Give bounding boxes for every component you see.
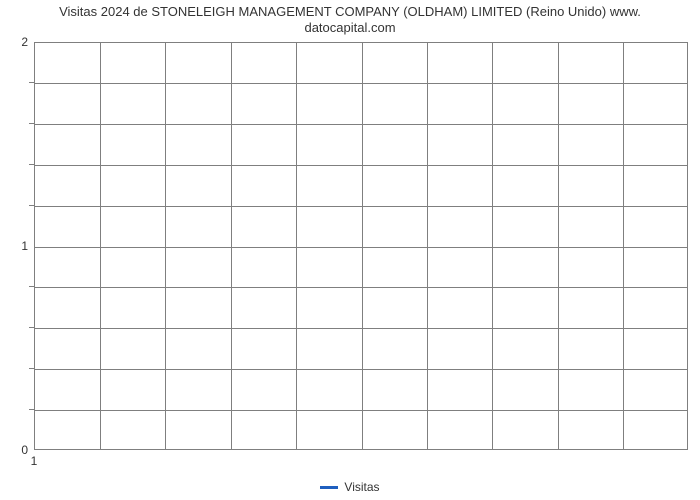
gridline-v [492,43,493,449]
y-axis: 012 [0,42,34,450]
legend-swatch [320,486,338,489]
gridline-v [623,43,624,449]
chart-area: 012 [0,42,688,450]
gridline-v [296,43,297,449]
gridline-v [231,43,232,449]
y-tick-label: 1 [21,239,28,253]
chart-title: Visitas 2024 de STONELEIGH MANAGEMENT CO… [0,4,700,37]
gridline-v [100,43,101,449]
plot-area [34,42,688,450]
gridline-v [362,43,363,449]
x-tick-label: 1 [31,454,38,468]
gridline-v [165,43,166,449]
chart-title-line2: datocapital.com [0,20,700,36]
gridline-v [427,43,428,449]
y-tick-label: 2 [21,35,28,49]
chart-title-line1: Visitas 2024 de STONELEIGH MANAGEMENT CO… [0,4,700,20]
legend: Visitas [0,480,700,494]
y-tick-label: 0 [21,443,28,457]
gridline-v [558,43,559,449]
legend-label: Visitas [344,480,379,494]
